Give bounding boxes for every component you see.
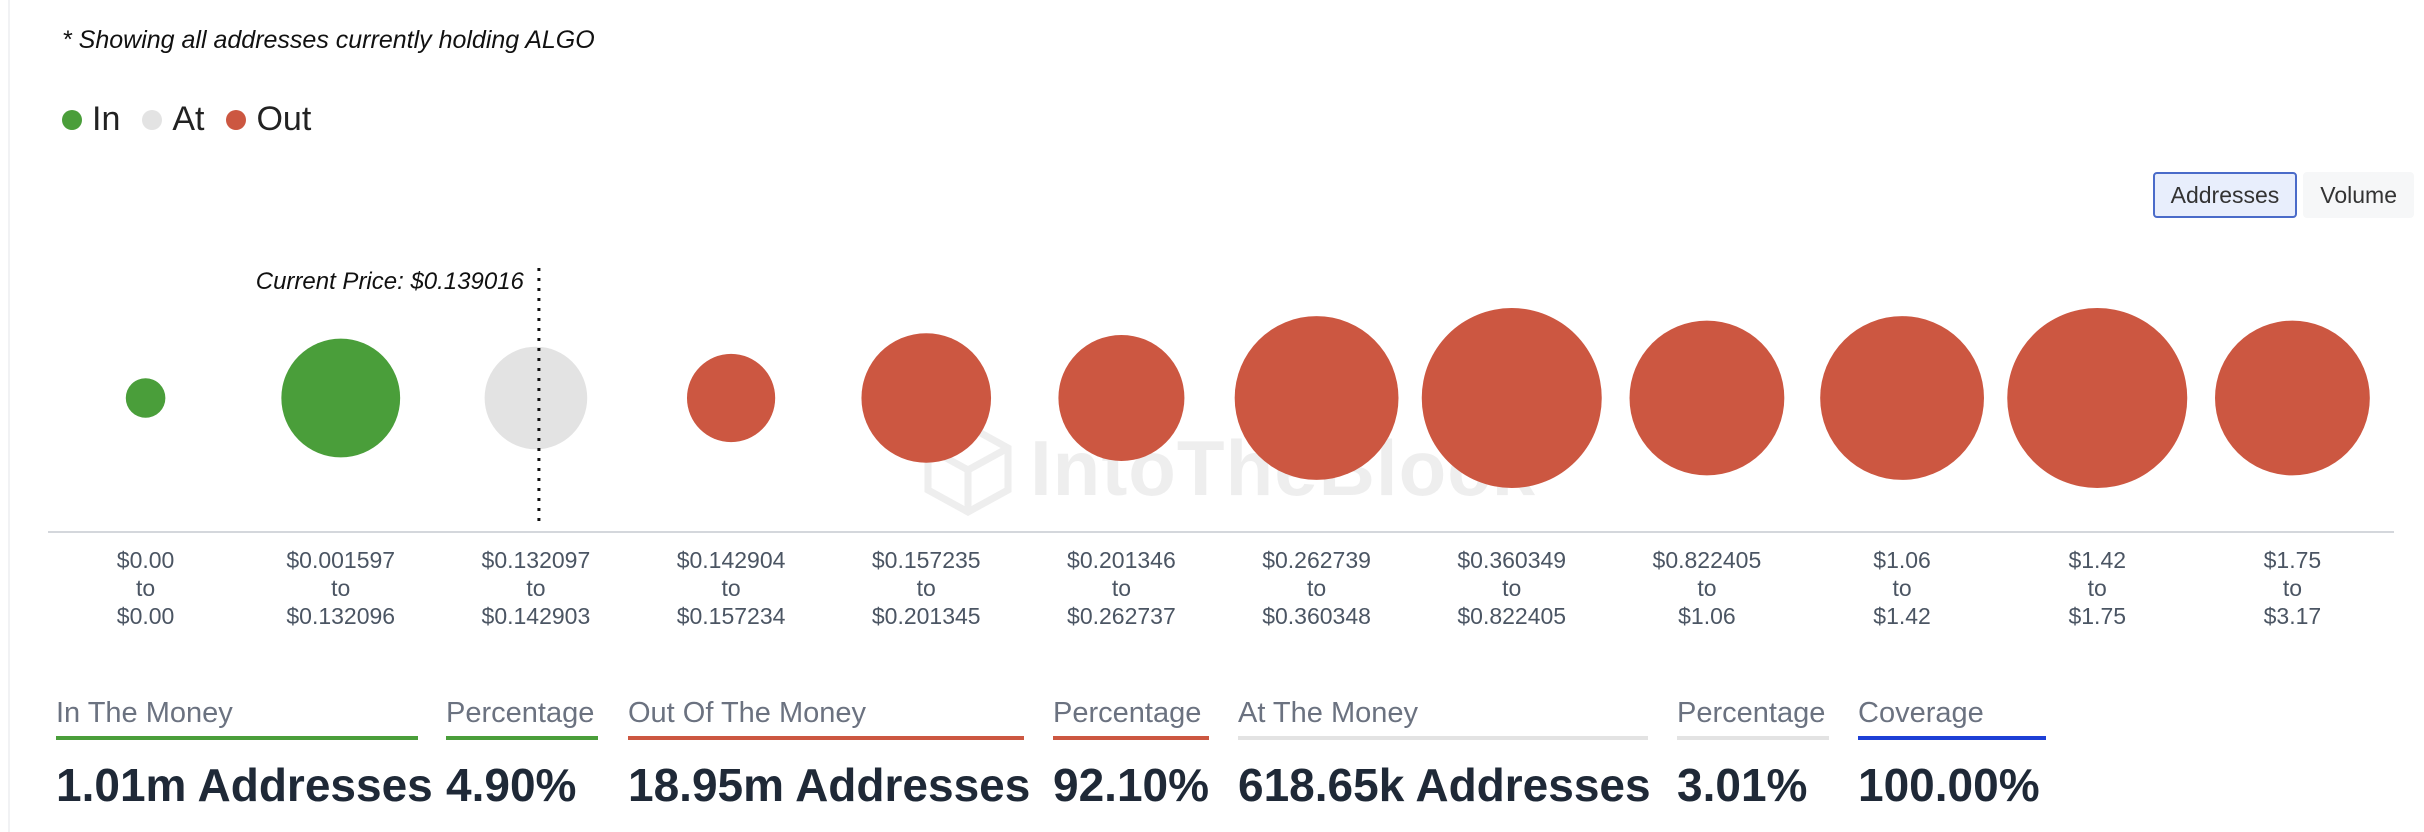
- stat-value: 1.01m Addresses: [56, 759, 433, 811]
- tick-label: $1.06: [1873, 547, 1931, 573]
- tick-label: to: [136, 575, 155, 601]
- holding-note: * Showing all addresses currently holdin…: [62, 26, 595, 54]
- stat-bar: [446, 736, 598, 740]
- legend-dot-at-icon: [142, 109, 163, 130]
- bubble[interactable]: [1058, 335, 1185, 461]
- stat-bar: [628, 736, 1024, 740]
- tick-label: $0.201346: [1067, 547, 1176, 573]
- bubble[interactable]: [125, 378, 166, 418]
- stat-bar: [1238, 736, 1648, 740]
- tick-label: to: [1892, 575, 1911, 601]
- stat-at-percentage: Percentage 3.01%: [1677, 690, 1829, 812]
- stat-label: In The Money: [56, 697, 233, 729]
- tick-label: $0.262739: [1262, 547, 1371, 573]
- legend-item-in[interactable]: In: [62, 100, 120, 139]
- tick-label: to: [1112, 575, 1131, 601]
- stat-out-of-the-money: Out Of The Money 18.95m Addresses: [628, 690, 1031, 812]
- tick-label: $0.201345: [872, 603, 981, 629]
- bubble[interactable]: [1820, 316, 1984, 480]
- left-border: [8, 0, 10, 832]
- tick-label: $1.75: [2068, 603, 2126, 629]
- tick-label: to: [2088, 575, 2107, 601]
- stat-at-the-money: At The Money 618.65k Addresses: [1238, 690, 1651, 812]
- stat-in-percentage: Percentage 4.90%: [446, 690, 598, 812]
- bubble[interactable]: [1421, 308, 1602, 488]
- addresses-button[interactable]: Addresses: [2152, 172, 2298, 218]
- tick-label: $0.132096: [286, 603, 395, 629]
- tick-label: $1.75: [2264, 547, 2322, 573]
- legend-item-out[interactable]: Out: [226, 100, 311, 139]
- tick-label: $3.17: [2264, 603, 2322, 629]
- tick-label: $1.42: [1873, 603, 1931, 629]
- tick-label: $0.360349: [1457, 547, 1566, 573]
- tick-label: $0.142904: [677, 547, 786, 573]
- tick-label: $0.132097: [482, 547, 591, 573]
- tick-label: to: [331, 575, 350, 601]
- stat-value: 100.00%: [1858, 759, 2040, 811]
- bubble[interactable]: [484, 346, 588, 450]
- stat-bar: [1677, 736, 1829, 740]
- stat-label: Coverage: [1858, 697, 1984, 729]
- stat-in-the-money: In The Money 1.01m Addresses: [56, 690, 433, 812]
- tick-label: $0.00: [117, 547, 175, 573]
- tick-label: $0.001597: [286, 547, 395, 573]
- bubble[interactable]: [2215, 320, 2370, 476]
- tick-label: $0.262737: [1067, 603, 1176, 629]
- stat-label: Percentage: [1053, 697, 1202, 729]
- volume-button[interactable]: Volume: [2303, 172, 2414, 218]
- tick-label: $1.42: [2068, 547, 2126, 573]
- stat-label: At The Money: [1238, 697, 1419, 729]
- stat-value: 618.65k Addresses: [1238, 759, 1651, 811]
- stat-value: 3.01%: [1677, 759, 1808, 811]
- tick-label: $1.06: [1678, 603, 1736, 629]
- stat-label: Percentage: [446, 697, 595, 729]
- bubble[interactable]: [686, 353, 776, 443]
- tick-label: $0.157234: [677, 603, 786, 629]
- metric-toggle: Addresses Volume: [2147, 172, 2414, 218]
- tick-label: to: [1307, 575, 1326, 601]
- tick-label: $0.822405: [1457, 603, 1566, 629]
- legend: In At Out: [62, 100, 333, 139]
- stat-label: Percentage: [1677, 697, 1826, 729]
- legend-dot-in-icon: [62, 109, 82, 130]
- bubble[interactable]: [861, 333, 992, 463]
- stat-label: Out Of The Money: [628, 697, 867, 729]
- stat-out-percentage: Percentage 92.10%: [1053, 690, 1209, 812]
- bubble[interactable]: [1629, 320, 1785, 476]
- tick-label: to: [2283, 575, 2302, 601]
- tick-label: $0.142903: [482, 603, 591, 629]
- stat-bar: [1858, 736, 2046, 740]
- tick-label: to: [917, 575, 936, 601]
- bubble[interactable]: [281, 338, 401, 458]
- legend-item-at[interactable]: At: [142, 100, 204, 139]
- stat-coverage: Coverage 100.00%: [1858, 690, 2046, 812]
- summary-stats: In The Money 1.01m Addresses Percentage …: [0, 690, 2424, 832]
- bubble[interactable]: [2007, 308, 2188, 488]
- current-price-label: Current Price: $0.139016: [256, 268, 525, 295]
- tick-label: to: [1502, 575, 1521, 601]
- tick-label: to: [721, 575, 740, 601]
- stat-bar: [56, 736, 418, 740]
- legend-dot-out-icon: [226, 109, 247, 130]
- legend-label-at: At: [172, 100, 205, 138]
- tick-label: $0.00: [117, 603, 175, 629]
- stat-bar: [1053, 736, 1209, 740]
- bubble-chart: $0.00to$0.00$0.001597to$0.132096$0.13209…: [48, 268, 2394, 629]
- bubble[interactable]: [1234, 316, 1399, 480]
- tick-label: $0.157235: [872, 547, 981, 573]
- legend-label-out: Out: [256, 100, 312, 138]
- tick-label: to: [526, 575, 545, 601]
- tick-label: to: [1697, 575, 1716, 601]
- tick-label: $0.822405: [1653, 547, 1762, 573]
- legend-label-in: In: [92, 100, 121, 138]
- stat-value: 18.95m Addresses: [628, 759, 1031, 811]
- tick-label: $0.360348: [1262, 603, 1371, 629]
- stat-value: 4.90%: [446, 759, 577, 811]
- stat-value: 92.10%: [1053, 759, 1210, 811]
